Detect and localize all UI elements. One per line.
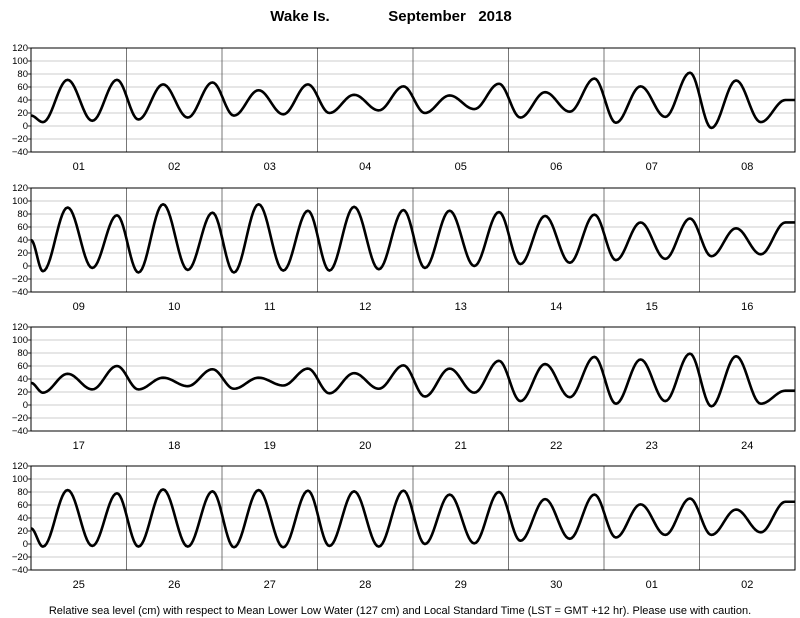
y-tick-label: −40 (12, 565, 28, 576)
day-label: 17 (73, 440, 85, 452)
day-label: 09 (73, 301, 85, 313)
panel-frame (30, 465, 796, 571)
y-tick-label: 20 (17, 387, 28, 398)
y-tick-label: 120 (12, 461, 28, 472)
day-label: 28 (359, 579, 371, 591)
y-tick-label: 0 (23, 539, 28, 550)
tide-panel: −40 −20 0 20 40 60 80 100 120 25 26 27 28 29 30 01 02 (12, 461, 796, 591)
day-label: 13 (455, 301, 467, 313)
tide-panel: −40 −20 0 20 40 60 80 100 120 17 18 19 20 21 22 23 24 (12, 322, 796, 452)
day-label: 10 (168, 301, 180, 313)
y-tick-label: 80 (17, 348, 28, 359)
y-tick-label: 0 (23, 400, 28, 411)
y-tick-label: 100 (12, 56, 28, 67)
day-label: 11 (264, 301, 275, 313)
y-tick-label: 100 (12, 196, 28, 207)
day-label: 03 (264, 161, 276, 173)
day-label: 24 (741, 440, 753, 452)
y-tick-label: −40 (12, 426, 28, 437)
y-tick-label: 80 (17, 487, 28, 498)
day-label: 26 (168, 579, 180, 591)
y-tick-label: −20 (12, 274, 28, 285)
tide-curve (30, 488, 796, 549)
y-tick-label: 20 (17, 526, 28, 537)
day-label: 07 (646, 161, 658, 173)
y-tick-label: −20 (12, 134, 28, 145)
y-tick-label: 100 (12, 474, 28, 485)
day-label: 20 (359, 440, 371, 452)
y-tick-label: 100 (12, 335, 28, 346)
y-tick-label: 60 (17, 500, 28, 511)
day-label: 16 (741, 301, 753, 313)
y-tick-label: 120 (12, 43, 28, 54)
day-label: 14 (550, 301, 562, 313)
y-tick-label: −40 (12, 147, 28, 158)
day-label: 02 (741, 579, 753, 591)
y-tick-label: 40 (17, 374, 28, 385)
day-label: 12 (359, 301, 371, 313)
y-tick-label: 40 (17, 513, 28, 524)
y-tick-label: 80 (17, 209, 28, 220)
day-label: 27 (264, 579, 276, 591)
day-label: 22 (550, 440, 562, 452)
day-label: 23 (646, 440, 658, 452)
y-tick-label: 120 (12, 322, 28, 333)
y-tick-label: 60 (17, 222, 28, 233)
day-label: 01 (646, 579, 658, 591)
day-label: 06 (550, 161, 562, 173)
period-title: September 2018 (388, 8, 511, 25)
day-label: 02 (168, 161, 180, 173)
day-label: 21 (455, 440, 467, 452)
y-tick-label: 0 (23, 261, 28, 272)
location-title: Wake Is. (270, 8, 329, 25)
y-tick-label: 40 (17, 235, 28, 246)
day-label: 29 (455, 579, 467, 591)
day-label: 15 (646, 301, 658, 313)
panel-frame (30, 326, 796, 432)
y-tick-label: −20 (12, 552, 28, 563)
day-label: 01 (73, 161, 85, 173)
day-label: 25 (73, 579, 85, 591)
tide-curve (30, 71, 796, 130)
tide-curve (30, 202, 796, 274)
y-tick-label: 20 (17, 248, 28, 259)
day-label: 30 (550, 579, 562, 591)
y-tick-label: 120 (12, 183, 28, 194)
y-tick-label: −20 (12, 413, 28, 424)
day-label: 08 (741, 161, 753, 173)
y-tick-label: 80 (17, 69, 28, 80)
day-label: 19 (264, 440, 276, 452)
y-tick-label: 60 (17, 361, 28, 372)
tide-panel: −40 −20 0 20 40 60 80 100 120 09 10 11 12 13 14 15 16 (12, 183, 796, 313)
tide-curve (30, 352, 796, 408)
footer-note: Relative sea level (cm) with respect to … (49, 605, 751, 617)
y-tick-label: 60 (17, 82, 28, 93)
y-tick-label: −40 (12, 287, 28, 298)
day-label: 05 (455, 161, 467, 173)
y-tick-label: 40 (17, 95, 28, 106)
day-label: 04 (359, 161, 371, 173)
tide-panel: −40 −20 0 20 40 60 80 100 120 01 02 03 04 05 06 07 08 (12, 43, 796, 173)
y-tick-label: 0 (23, 121, 28, 132)
day-label: 18 (168, 440, 180, 452)
y-tick-label: 20 (17, 108, 28, 119)
